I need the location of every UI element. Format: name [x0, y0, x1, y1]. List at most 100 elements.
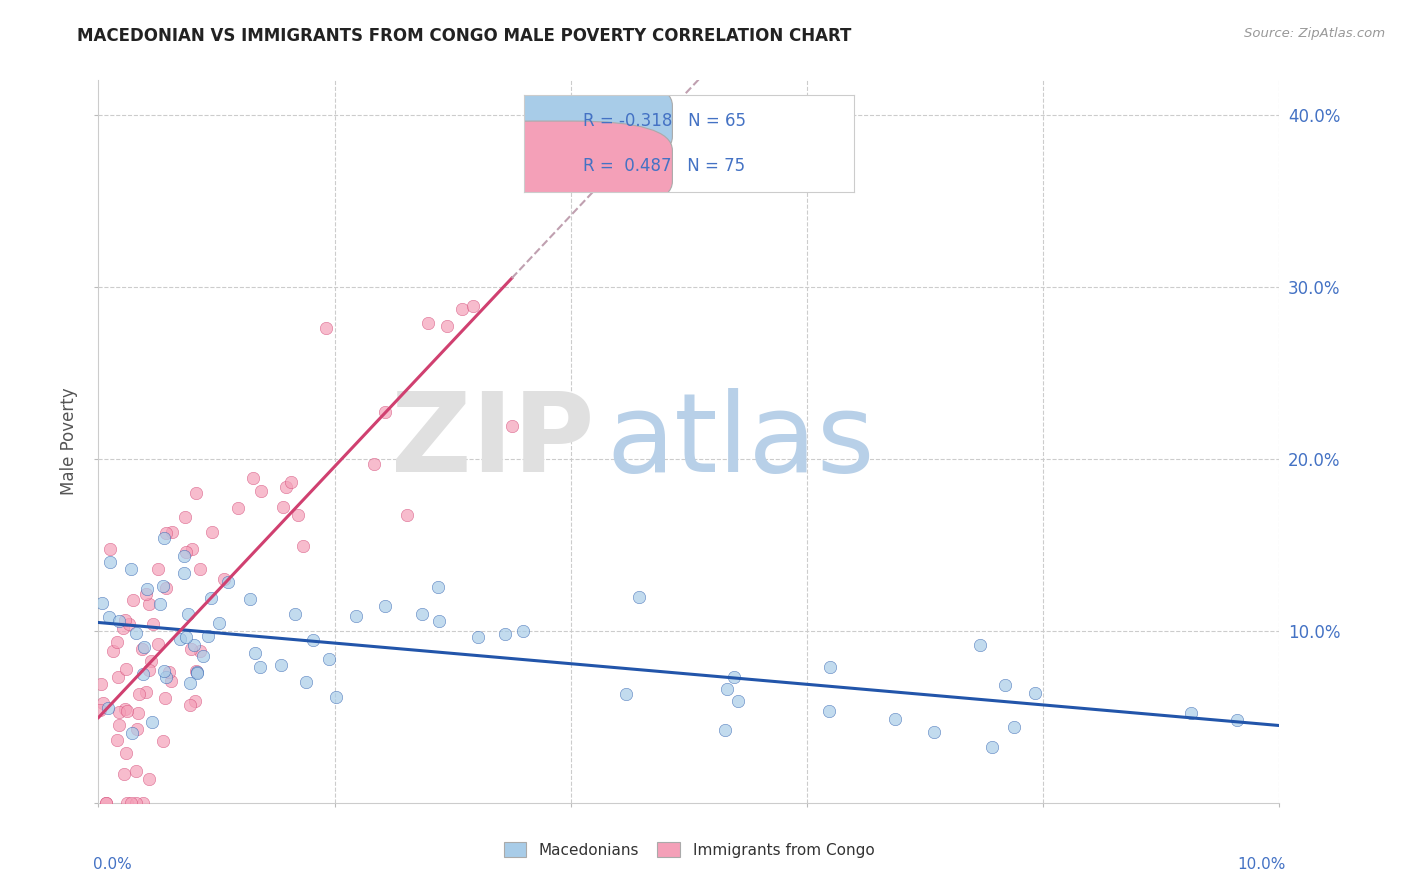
- Point: [138, 772, 160, 786]
- Point: [134, 640, 156, 654]
- Point: [186, 665, 208, 680]
- Point: [174, 545, 197, 559]
- Point: [295, 675, 318, 690]
- Point: [315, 321, 337, 335]
- Point: [120, 796, 142, 810]
- Point: [98, 609, 121, 624]
- Point: [127, 706, 149, 720]
- Point: [344, 608, 367, 623]
- Point: [287, 508, 309, 523]
- Point: [112, 621, 135, 635]
- Point: [250, 483, 273, 498]
- Point: [994, 678, 1017, 692]
- Point: [184, 693, 207, 707]
- Point: [135, 685, 157, 699]
- Point: [121, 592, 143, 607]
- Point: [115, 704, 138, 718]
- Point: [146, 637, 169, 651]
- Point: [274, 480, 297, 494]
- Point: [127, 722, 149, 736]
- Point: [115, 796, 138, 810]
- Point: [153, 531, 176, 545]
- Point: [108, 705, 131, 719]
- Point: [184, 486, 207, 500]
- Point: [115, 662, 138, 676]
- Point: [501, 419, 523, 434]
- Point: [427, 615, 450, 629]
- Point: [1002, 720, 1025, 734]
- Point: [152, 579, 174, 593]
- Point: [97, 701, 120, 715]
- Point: [212, 572, 235, 586]
- Text: ZIP: ZIP: [391, 388, 595, 495]
- Point: [107, 671, 129, 685]
- Point: [284, 607, 307, 621]
- Point: [155, 581, 177, 595]
- Point: [201, 524, 224, 539]
- Point: [374, 599, 396, 613]
- Point: [180, 641, 202, 656]
- Point: [1024, 686, 1046, 700]
- Point: [118, 617, 141, 632]
- Point: [186, 666, 208, 681]
- Point: [363, 457, 385, 471]
- Point: [243, 646, 266, 660]
- Point: [723, 670, 745, 684]
- Point: [1180, 706, 1202, 720]
- Point: [96, 796, 118, 810]
- Point: [105, 635, 128, 649]
- Point: [436, 318, 458, 333]
- Point: [132, 796, 155, 810]
- Point: [98, 555, 121, 569]
- Point: [141, 714, 163, 729]
- Point: [270, 658, 292, 673]
- Point: [280, 475, 302, 490]
- Point: [115, 746, 138, 760]
- Point: [98, 541, 121, 556]
- Point: [177, 607, 200, 621]
- Point: [179, 698, 201, 712]
- Point: [291, 539, 314, 553]
- Point: [112, 766, 135, 780]
- Point: [139, 654, 162, 668]
- Point: [249, 660, 271, 674]
- Point: [239, 592, 262, 607]
- Point: [228, 501, 250, 516]
- Point: [91, 696, 114, 710]
- Point: [149, 597, 172, 611]
- Point: [716, 681, 738, 696]
- Point: [124, 764, 146, 778]
- Point: [155, 670, 177, 684]
- Point: [91, 596, 114, 610]
- Point: [128, 687, 150, 701]
- Point: [124, 626, 146, 640]
- Point: [188, 562, 211, 576]
- Point: [318, 652, 340, 666]
- Point: [120, 562, 142, 576]
- Point: [121, 726, 143, 740]
- Point: [922, 725, 945, 739]
- Point: [135, 587, 157, 601]
- Point: [242, 471, 264, 485]
- Point: [101, 644, 124, 658]
- Point: [981, 739, 1004, 754]
- Point: [450, 301, 472, 316]
- Point: [727, 694, 749, 708]
- Point: [411, 607, 433, 621]
- Point: [494, 627, 516, 641]
- Point: [138, 597, 160, 611]
- Y-axis label: Male Poverty: Male Poverty: [60, 388, 79, 495]
- Text: Source: ZipAtlas.com: Source: ZipAtlas.com: [1244, 27, 1385, 40]
- Point: [416, 316, 439, 330]
- Point: [174, 631, 197, 645]
- Point: [180, 542, 202, 557]
- Point: [616, 687, 638, 701]
- Point: [1226, 713, 1249, 727]
- Point: [153, 691, 176, 706]
- Point: [208, 616, 231, 631]
- Point: [155, 526, 177, 541]
- Point: [107, 614, 129, 628]
- Text: 10.0%: 10.0%: [1237, 857, 1285, 872]
- Point: [302, 632, 325, 647]
- Point: [628, 590, 651, 604]
